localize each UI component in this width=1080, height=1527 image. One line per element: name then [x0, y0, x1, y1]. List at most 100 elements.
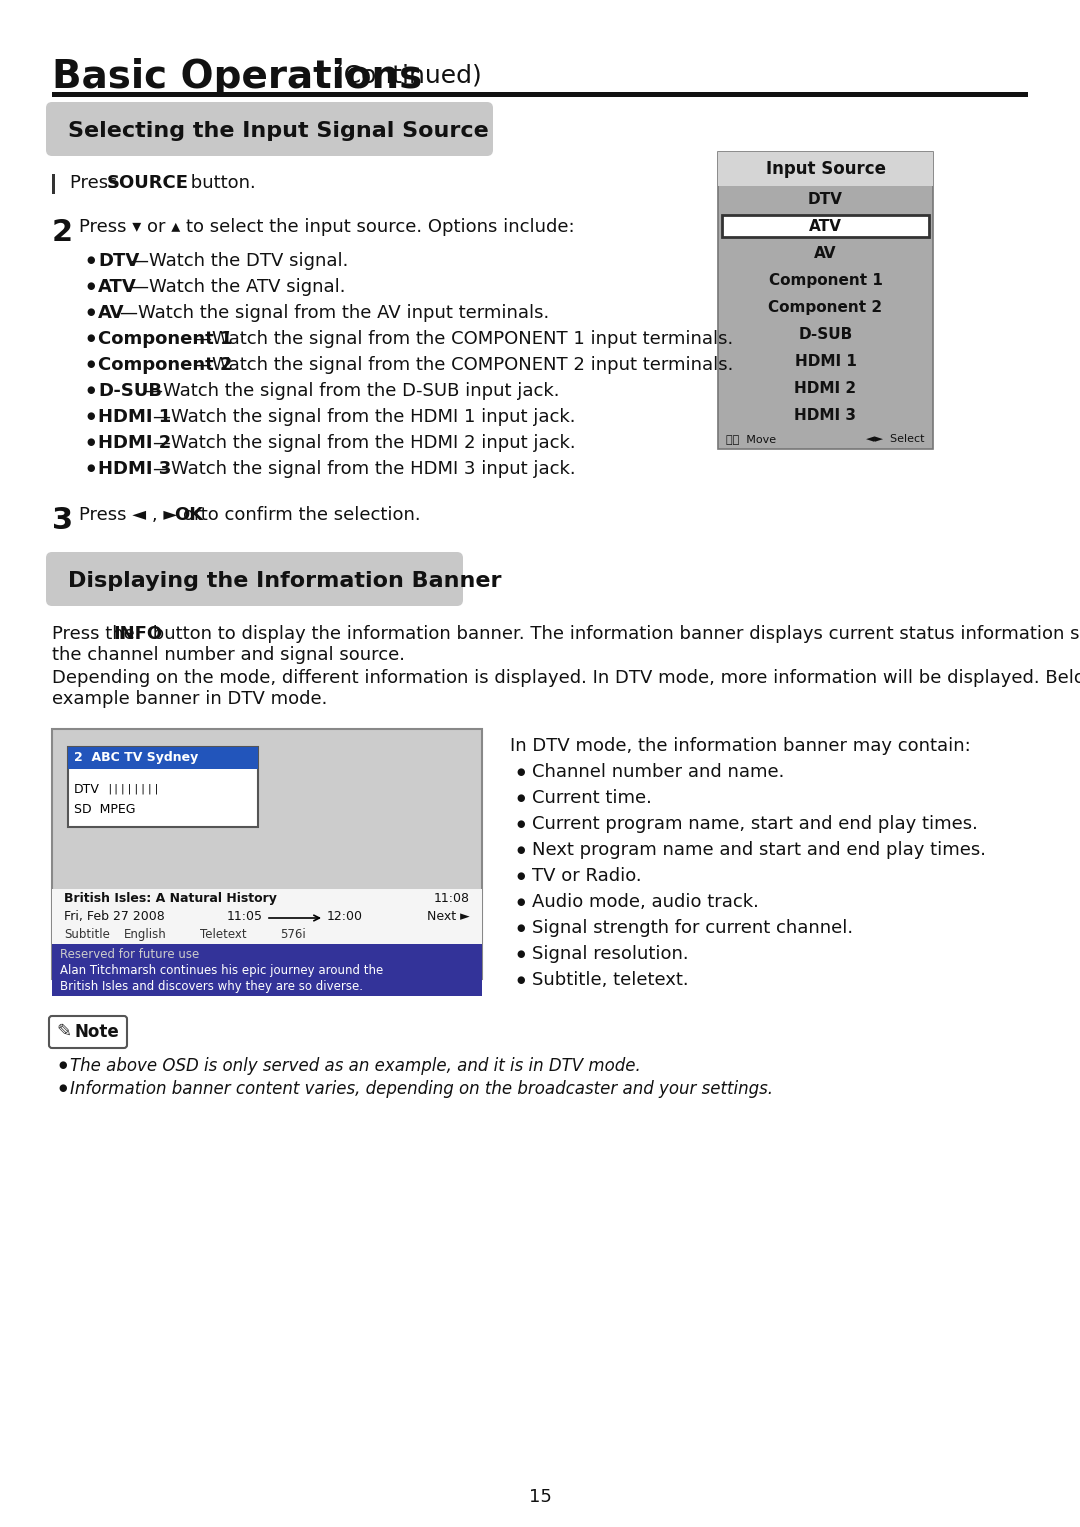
- Text: Input Source: Input Source: [766, 160, 886, 179]
- Bar: [718, 153, 933, 186]
- Text: SOURCE: SOURCE: [107, 174, 189, 192]
- Text: Subtitle: Subtitle: [64, 928, 110, 941]
- Text: ●: ●: [86, 359, 95, 370]
- Text: Reserved for future use: Reserved for future use: [60, 948, 199, 960]
- Text: —Watch the signal from the AV input terminals.: —Watch the signal from the AV input term…: [120, 304, 550, 322]
- Text: Signal strength for current channel.: Signal strength for current channel.: [532, 919, 853, 938]
- Text: ✎: ✎: [56, 1023, 71, 1041]
- Bar: [68, 747, 258, 770]
- Text: INFO: INFO: [113, 625, 162, 643]
- Text: ●: ●: [86, 307, 95, 318]
- Text: Component 2: Component 2: [769, 299, 882, 315]
- Text: ●: ●: [516, 844, 525, 855]
- Text: Press ◄ , ► or: Press ◄ , ► or: [79, 505, 207, 524]
- Text: Note: Note: [75, 1023, 119, 1041]
- Text: ●: ●: [58, 1083, 67, 1093]
- Text: ●: ●: [516, 976, 525, 985]
- Text: Signal resolution.: Signal resolution.: [532, 945, 689, 964]
- Text: Next ►: Next ►: [428, 910, 470, 922]
- Bar: [52, 174, 55, 194]
- Text: ●: ●: [516, 896, 525, 907]
- Text: (Continued): (Continued): [326, 64, 482, 89]
- Text: —Watch the signal from the D-SUB input jack.: —Watch the signal from the D-SUB input j…: [145, 382, 559, 400]
- Text: ⒶⒷ  Move: ⒶⒷ Move: [726, 434, 777, 444]
- Text: 15: 15: [528, 1487, 552, 1506]
- Text: Press the: Press the: [52, 625, 140, 643]
- Bar: [52, 889, 482, 979]
- Text: example banner in DTV mode.: example banner in DTV mode.: [52, 690, 327, 709]
- FancyBboxPatch shape: [49, 1015, 127, 1048]
- Text: Next program name and start and end play times.: Next program name and start and end play…: [532, 841, 986, 860]
- Text: button.: button.: [185, 174, 256, 192]
- Text: Information banner content varies, depending on the broadcaster and your setting: Information banner content varies, depen…: [70, 1080, 773, 1098]
- Text: Basic Operations: Basic Operations: [52, 58, 422, 96]
- Text: HDMI 2: HDMI 2: [98, 434, 172, 452]
- Bar: [68, 747, 258, 828]
- Text: Current time.: Current time.: [532, 789, 652, 806]
- Text: DTV: DTV: [808, 192, 842, 208]
- Text: 2: 2: [52, 218, 73, 247]
- Text: Current program name, start and end play times.: Current program name, start and end play…: [532, 815, 977, 834]
- Text: D-SUB: D-SUB: [798, 327, 852, 342]
- Text: ●: ●: [516, 767, 525, 777]
- Text: D-SUB: D-SUB: [98, 382, 162, 400]
- Text: —Watch the signal from the COMPONENT 1 input terminals.: —Watch the signal from the COMPONENT 1 i…: [194, 330, 733, 348]
- Text: Press: Press: [70, 174, 123, 192]
- Bar: [52, 944, 482, 996]
- Text: Teletext: Teletext: [200, 928, 246, 941]
- Text: AV: AV: [98, 304, 124, 322]
- Text: 11:05: 11:05: [227, 910, 264, 922]
- Text: the channel number and signal source.: the channel number and signal source.: [52, 646, 405, 664]
- Text: 12:00: 12:00: [327, 910, 363, 922]
- Text: Subtitle, teletext.: Subtitle, teletext.: [532, 971, 689, 989]
- Text: button to display the information banner. The information banner displays curren: button to display the information banner…: [147, 625, 1080, 643]
- Text: ●: ●: [516, 818, 525, 829]
- Text: TV or Radio.: TV or Radio.: [532, 867, 642, 886]
- FancyBboxPatch shape: [46, 102, 492, 156]
- Text: ●: ●: [86, 463, 95, 473]
- Text: —Watch the signal from the HDMI 3 input jack.: —Watch the signal from the HDMI 3 input …: [153, 460, 576, 478]
- Text: ●: ●: [86, 333, 95, 344]
- Text: —Watch the signal from the COMPONENT 2 input terminals.: —Watch the signal from the COMPONENT 2 i…: [194, 356, 733, 374]
- Text: British Isles and discovers why they are so diverse.: British Isles and discovers why they are…: [60, 980, 363, 993]
- Text: Depending on the mode, different information is displayed. In DTV mode, more inf: Depending on the mode, different informa…: [52, 669, 1080, 687]
- Text: HDMI 1: HDMI 1: [795, 354, 856, 370]
- Text: HDMI 1: HDMI 1: [98, 408, 172, 426]
- Text: ●: ●: [516, 793, 525, 803]
- Text: 576i: 576i: [280, 928, 306, 941]
- Bar: [52, 92, 1028, 98]
- Text: ●: ●: [86, 385, 95, 395]
- Text: DTV: DTV: [75, 783, 99, 796]
- Text: Audio mode, audio track.: Audio mode, audio track.: [532, 893, 759, 912]
- Text: Selecting the Input Signal Source: Selecting the Input Signal Source: [68, 121, 489, 140]
- Text: ●: ●: [86, 437, 95, 447]
- Text: Component 2: Component 2: [98, 356, 232, 374]
- Text: Fri, Feb 27 2008: Fri, Feb 27 2008: [64, 910, 165, 922]
- Bar: [718, 153, 933, 449]
- Text: Press ▾ or ▴ to select the input source. Options include:: Press ▾ or ▴ to select the input source.…: [79, 218, 575, 237]
- Text: —Watch the DTV signal.: —Watch the DTV signal.: [131, 252, 349, 270]
- Text: ●: ●: [86, 281, 95, 292]
- Text: AV: AV: [814, 246, 837, 261]
- Text: SD  MPEG: SD MPEG: [75, 803, 135, 815]
- Text: ●: ●: [86, 411, 95, 421]
- Text: ATV: ATV: [98, 278, 137, 296]
- Text: 2  ABC TV Sydney: 2 ABC TV Sydney: [75, 751, 199, 765]
- Text: to confirm the selection.: to confirm the selection.: [195, 505, 420, 524]
- Text: —Watch the signal from the HDMI 1 input jack.: —Watch the signal from the HDMI 1 input …: [153, 408, 576, 426]
- Text: HDMI 2: HDMI 2: [795, 382, 856, 395]
- Text: Displaying the Information Banner: Displaying the Information Banner: [68, 571, 501, 591]
- Text: HDMI 3: HDMI 3: [795, 408, 856, 423]
- Text: DTV: DTV: [98, 252, 139, 270]
- Bar: [52, 728, 482, 979]
- Text: ●: ●: [516, 870, 525, 881]
- Text: ●: ●: [516, 948, 525, 959]
- Text: The above OSD is only served as an example, and it is in DTV mode.: The above OSD is only served as an examp…: [70, 1057, 640, 1075]
- Text: HDMI 3: HDMI 3: [98, 460, 172, 478]
- Text: —Watch the ATV signal.: —Watch the ATV signal.: [131, 278, 346, 296]
- Text: English: English: [124, 928, 166, 941]
- Text: ◄►  Select: ◄► Select: [866, 434, 924, 444]
- Text: Component 1: Component 1: [769, 273, 882, 289]
- Text: ||||||||: ||||||||: [106, 783, 160, 794]
- Text: ●: ●: [58, 1060, 67, 1070]
